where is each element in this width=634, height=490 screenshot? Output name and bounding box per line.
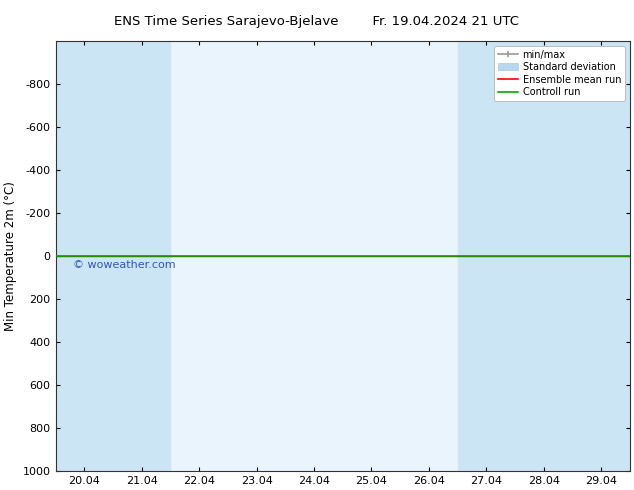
Bar <box>573 41 630 471</box>
Y-axis label: Min Temperature 2m (°C): Min Temperature 2m (°C) <box>4 181 17 331</box>
Text: © woweather.com: © woweather.com <box>73 260 176 270</box>
Text: ENS Time Series Sarajevo-Bjelave        Fr. 19.04.2024 21 UTC: ENS Time Series Sarajevo-Bjelave Fr. 19.… <box>115 15 519 28</box>
Bar <box>458 41 573 471</box>
Bar <box>56 41 171 471</box>
Legend: min/max, Standard deviation, Ensemble mean run, Controll run: min/max, Standard deviation, Ensemble me… <box>495 46 625 101</box>
